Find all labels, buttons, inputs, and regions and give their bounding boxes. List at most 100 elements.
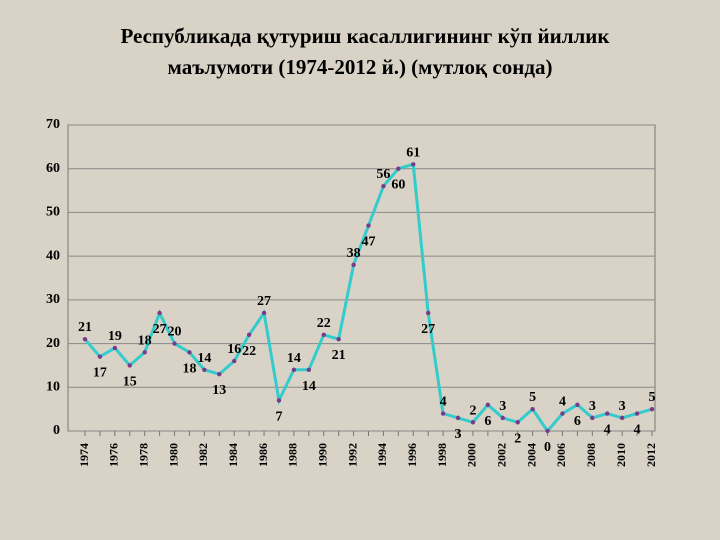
data-label: 18 — [138, 333, 152, 348]
data-point — [232, 358, 237, 364]
data-label: 3 — [499, 399, 506, 414]
data-point — [634, 411, 640, 416]
data-point — [560, 411, 565, 416]
data-label: 6 — [484, 414, 491, 429]
data-label: 14 — [197, 351, 211, 366]
data-point — [187, 350, 192, 355]
data-label: 13 — [212, 383, 226, 398]
data-label: 21 — [78, 320, 92, 335]
data-point — [545, 428, 550, 434]
data-label: 4 — [440, 395, 447, 410]
x-tick-label: 2000 — [465, 443, 479, 467]
data-point — [246, 332, 252, 338]
data-label: 5 — [649, 390, 656, 405]
data-point — [351, 262, 356, 268]
data-point — [97, 354, 103, 359]
data-point — [619, 415, 625, 421]
x-tick-label: 1984 — [226, 443, 240, 467]
data-point — [336, 337, 341, 342]
data-label: 61 — [406, 145, 420, 160]
data-label: 3 — [455, 427, 462, 442]
data-label: 60 — [391, 178, 405, 193]
x-tick-label: 1998 — [435, 443, 449, 467]
data-point — [381, 184, 386, 189]
x-tick-label: 1986 — [256, 443, 270, 467]
data-point — [455, 415, 461, 421]
data-label: 56 — [376, 167, 390, 182]
data-point — [485, 402, 491, 407]
data-point — [440, 411, 446, 416]
data-point — [157, 310, 162, 316]
data-label: 15 — [123, 374, 137, 389]
x-tick-label: 1976 — [107, 443, 121, 467]
y-tick-label: 50 — [46, 205, 60, 220]
data-point — [366, 223, 371, 228]
data-label: 0 — [544, 440, 551, 455]
data-label: 47 — [362, 235, 376, 250]
data-label: 2 — [469, 403, 476, 418]
data-label: 17 — [93, 366, 107, 381]
x-tick-label: 1980 — [166, 443, 180, 467]
data-label: 2 — [514, 431, 521, 446]
data-point — [276, 398, 282, 403]
x-tick-label: 2006 — [554, 443, 568, 467]
data-label: 18 — [182, 361, 196, 376]
data-label: 6 — [574, 414, 581, 429]
data-point — [261, 310, 267, 316]
y-tick-label: 20 — [46, 336, 60, 351]
data-point — [142, 350, 147, 355]
data-point — [306, 367, 312, 372]
data-point — [470, 420, 476, 425]
x-tick-label: 2012 — [644, 443, 658, 467]
data-point — [321, 332, 326, 338]
data-label: 7 — [275, 409, 282, 424]
y-tick-label: 10 — [46, 380, 60, 395]
y-tick-label: 0 — [53, 423, 60, 438]
y-tick-label: 60 — [46, 161, 60, 176]
x-tick-label: 1978 — [136, 443, 150, 467]
x-tick-label: 1994 — [375, 443, 389, 467]
data-label: 27 — [421, 322, 435, 337]
x-tick-label: 2008 — [584, 443, 598, 467]
x-tick-label: 1996 — [405, 443, 419, 467]
data-label: 14 — [302, 379, 316, 394]
x-tick-label: 1982 — [196, 443, 210, 467]
data-label: 38 — [347, 246, 361, 261]
data-label: 14 — [287, 351, 301, 366]
data-point — [172, 341, 177, 346]
data-point — [291, 367, 297, 372]
data-label: 3 — [619, 399, 626, 414]
data-label: 4 — [634, 423, 641, 438]
data-line — [83, 162, 653, 434]
data-point — [515, 420, 520, 425]
data-label: 22 — [317, 316, 331, 331]
data-label: 16 — [227, 342, 241, 357]
data-label: 27 — [153, 322, 167, 337]
data-label: 20 — [168, 325, 182, 340]
x-tick-label: 1992 — [345, 443, 359, 467]
x-tick-label: 2004 — [524, 443, 538, 467]
data-point — [605, 411, 610, 416]
data-label: 4 — [559, 395, 566, 410]
data-point — [127, 363, 132, 368]
data-label: 5 — [529, 390, 536, 405]
data-point — [425, 310, 431, 316]
y-tick-label: 70 — [46, 117, 60, 132]
data-point — [575, 402, 580, 407]
data-point — [396, 166, 401, 171]
x-tick-label: 2002 — [495, 443, 509, 467]
plot-area — [67, 124, 656, 432]
data-label: 22 — [242, 344, 256, 359]
data-point — [530, 406, 535, 412]
y-tick-label: 30 — [46, 292, 60, 307]
data-label: 21 — [332, 348, 346, 363]
data-point — [500, 415, 505, 421]
data-point — [590, 415, 595, 421]
data-label: 3 — [589, 399, 596, 414]
x-tick-label: 1990 — [315, 443, 329, 467]
data-point — [82, 337, 88, 342]
data-point — [202, 367, 207, 372]
data-point — [112, 345, 118, 351]
data-label: 4 — [604, 423, 611, 438]
